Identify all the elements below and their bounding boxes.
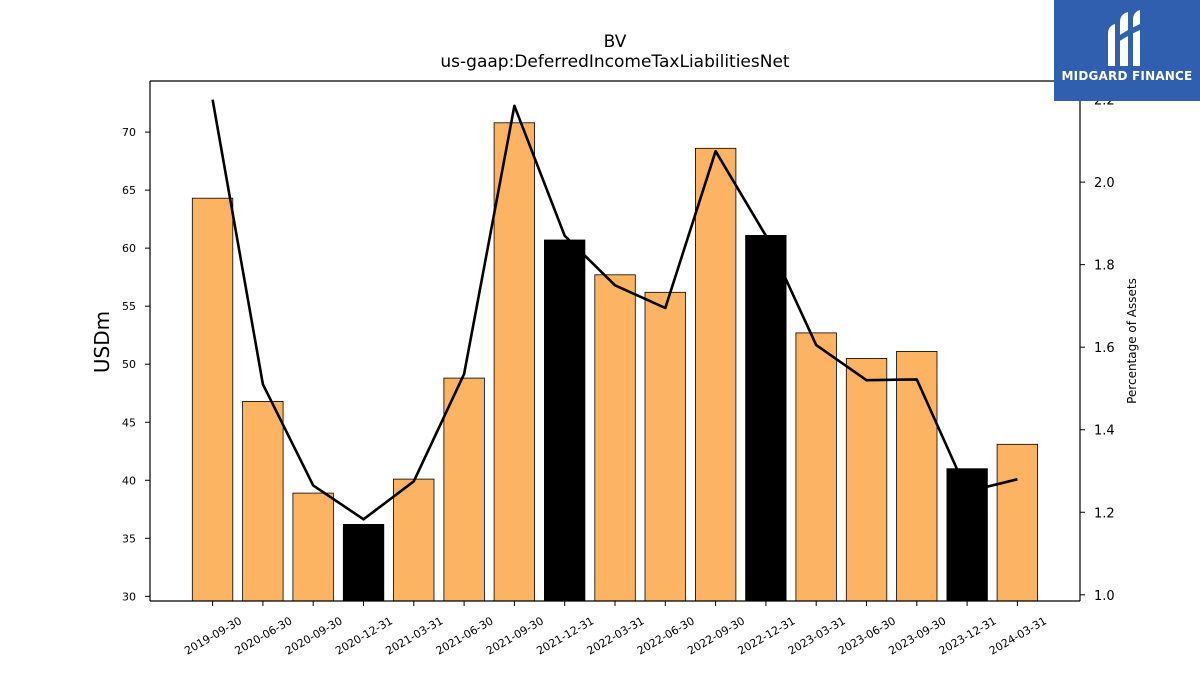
bar	[996, 443, 1038, 602]
y-tick-label: 35	[122, 532, 136, 545]
y-tick-label: 45	[122, 416, 136, 429]
bar	[896, 350, 938, 602]
y2-tick-label: 1.0	[1094, 589, 1115, 604]
y-axis-label: USDm	[90, 311, 114, 373]
bar	[493, 122, 536, 602]
bar	[594, 274, 636, 602]
brand-logo: MIDGARD FINANCE	[1054, 0, 1200, 101]
bar	[695, 147, 737, 602]
bar	[191, 197, 234, 602]
y-tick-label: 65	[122, 184, 136, 197]
y2-tick-label: 1.2	[1094, 506, 1115, 521]
chart-title: BV	[603, 32, 627, 52]
logo-mark-icon	[1108, 10, 1140, 66]
bar	[342, 524, 385, 602]
y-tick-label: 55	[122, 300, 136, 313]
y2-tick-label: 2.0	[1094, 176, 1115, 191]
bar	[242, 400, 284, 602]
y2-axis-label: Percentage of Assets	[1125, 278, 1139, 404]
x-tick-label: 2024-03-31	[987, 614, 1049, 657]
y-tick-label: 70	[122, 126, 136, 139]
bar	[644, 291, 686, 602]
percentage-line	[211, 99, 1018, 521]
y-tick-label: 30	[122, 590, 136, 603]
y-tick-label: 60	[122, 242, 136, 255]
bar	[845, 357, 888, 602]
y-tick-label: 40	[122, 474, 136, 487]
bar	[292, 492, 334, 602]
bar	[393, 478, 435, 602]
brand-name: MIDGARD FINANCE	[1061, 69, 1193, 83]
y-tick-label: 50	[122, 358, 136, 371]
bar	[443, 377, 485, 602]
bar	[795, 332, 837, 602]
chart-subtitle: us-gaap:DeferredIncomeTaxLiabilitiesNet	[440, 52, 790, 72]
bar	[544, 239, 586, 602]
y2-tick-label: 1.6	[1094, 341, 1115, 356]
y2-tick-label: 1.4	[1094, 424, 1115, 439]
y2-tick-label: 1.8	[1094, 259, 1115, 274]
bar	[745, 234, 787, 602]
